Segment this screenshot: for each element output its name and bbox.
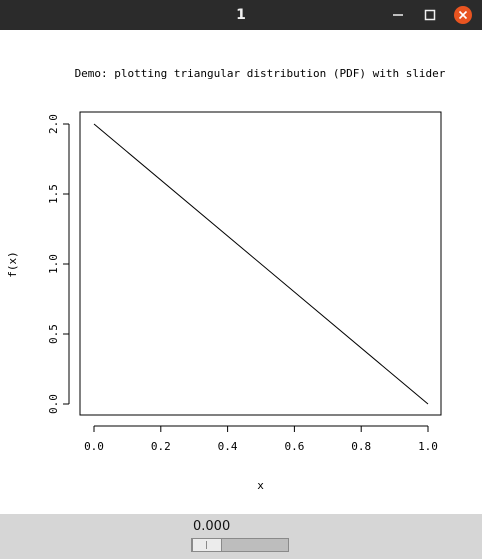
y-axis: 0.0 0.5 1.0 1.5 2.0 bbox=[47, 114, 70, 414]
x-axis-label: x bbox=[257, 479, 264, 492]
plot-frame bbox=[79, 111, 442, 416]
y-tick-label: 2.0 bbox=[47, 114, 60, 134]
x-tick-label: 1.0 bbox=[418, 440, 438, 453]
maximize-icon[interactable] bbox=[419, 4, 441, 26]
y-axis-label: f(x) bbox=[6, 251, 19, 278]
window-title: 1 bbox=[236, 7, 246, 23]
x-tick-label: 0.6 bbox=[284, 440, 304, 453]
y-tick-label: 1.0 bbox=[47, 254, 60, 274]
x-axis: 0.0 0.2 0.4 0.6 0.8 1.0 bbox=[84, 425, 438, 453]
x-tick-label: 0.8 bbox=[351, 440, 371, 453]
slider-value-label: 0.000 bbox=[193, 519, 231, 534]
x-tick-label: 0.2 bbox=[151, 440, 171, 453]
x-tick-label: 0.4 bbox=[218, 440, 238, 453]
close-icon[interactable] bbox=[452, 4, 474, 26]
slider-panel: 0.000 bbox=[0, 514, 482, 559]
chart-title: Demo: plotting triangular distribution (… bbox=[75, 67, 446, 80]
series-line bbox=[93, 123, 429, 405]
plot-canvas: Demo: plotting triangular distribution (… bbox=[0, 30, 482, 514]
slider-track[interactable] bbox=[191, 538, 289, 552]
window-titlebar: 1 bbox=[0, 0, 482, 30]
y-tick-label: 0.5 bbox=[47, 324, 60, 344]
y-tick-label: 0.0 bbox=[47, 394, 60, 414]
y-tick-label: 1.5 bbox=[47, 184, 60, 204]
chart: Demo: plotting triangular distribution (… bbox=[6, 67, 446, 492]
slider-thumb[interactable] bbox=[192, 538, 222, 552]
x-tick-label: 0.0 bbox=[84, 440, 104, 453]
minimize-icon[interactable] bbox=[387, 4, 409, 26]
series-group bbox=[93, 123, 429, 405]
